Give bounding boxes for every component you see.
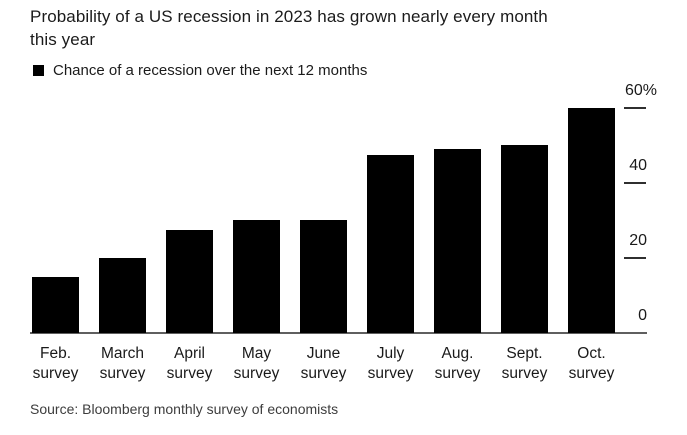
bar-aug-survey — [434, 149, 481, 333]
x-axis-label-line-1: Oct. — [577, 345, 606, 362]
chart-title-line-2: this year — [30, 30, 96, 49]
bar-may-survey — [233, 220, 280, 333]
x-axis-label-line-1: May — [241, 345, 272, 362]
x-axis-label-line-1: Feb. — [39, 345, 71, 362]
bar-april-survey — [166, 230, 213, 333]
bar-june-survey — [300, 220, 347, 333]
x-axis-label: June survey — [286, 344, 362, 384]
x-axis-label-line-2: survey — [166, 365, 213, 382]
x-axis-label-line-2: survey — [32, 365, 79, 382]
x-axis-label-line-2: survey — [233, 365, 280, 382]
x-axis-label-line-2: survey — [501, 365, 548, 382]
y-tick-dash — [624, 182, 646, 184]
x-axis-label: April survey — [152, 344, 228, 384]
x-axis-label: July survey — [353, 344, 429, 384]
bar-sept-survey — [501, 145, 548, 333]
chart-title: Probability of a US recession in 2023 ha… — [30, 5, 670, 51]
x-axis-label-line-1: Sept. — [506, 345, 543, 362]
chart-title-line-1: Probability of a US recession in 2023 ha… — [30, 7, 548, 26]
x-axis-label-line-1: March — [100, 345, 145, 362]
x-axis-label: May survey — [219, 344, 295, 384]
y-tick-dash — [624, 107, 646, 109]
source-note: Source: Bloomberg monthly survey of econ… — [30, 401, 339, 417]
x-axis-label: Oct. survey — [554, 344, 630, 384]
x-axis-label-line-1: April — [173, 345, 205, 362]
y-tick-label: 60% — [625, 82, 658, 99]
bar-oct-survey — [568, 108, 615, 333]
y-tick-label: 20 — [629, 232, 647, 249]
x-axis-label: Feb. survey — [18, 344, 94, 384]
y-tick-dash — [624, 257, 646, 259]
x-axis-label-line-1: Aug. — [441, 345, 474, 362]
x-axis-label: Sept. survey — [487, 344, 563, 384]
bar-feb-survey — [32, 277, 79, 333]
x-axis-label: Aug. survey — [420, 344, 496, 384]
y-tick-label: 40 — [629, 157, 647, 174]
x-axis-label-line-2: survey — [434, 365, 481, 382]
x-axis-label-line-2: survey — [99, 365, 146, 382]
bar-july-survey — [367, 155, 414, 333]
x-axis-label-line-1: June — [306, 345, 341, 362]
legend: Chance of a recession over the next 12 m… — [33, 62, 367, 79]
y-tick-label: 0 — [638, 307, 647, 324]
x-axis-line — [30, 332, 647, 334]
x-axis-label-line-2: survey — [568, 365, 615, 382]
legend-label: Chance of a recession over the next 12 m… — [53, 62, 368, 79]
legend-swatch-icon — [33, 65, 44, 76]
x-axis-label: March survey — [85, 344, 161, 384]
x-axis-label-line-2: survey — [367, 365, 414, 382]
x-axis-label-line-2: survey — [300, 365, 347, 382]
x-axis-label-line-1: July — [376, 345, 405, 362]
bar-march-survey — [99, 258, 146, 333]
